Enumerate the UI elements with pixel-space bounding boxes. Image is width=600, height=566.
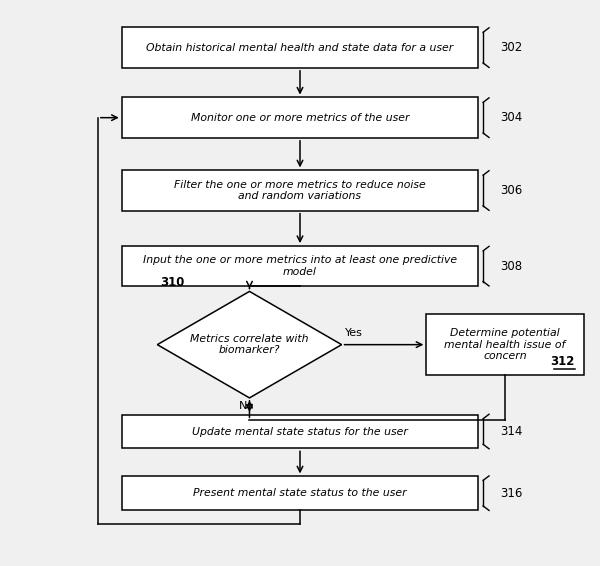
FancyBboxPatch shape — [122, 97, 478, 138]
Text: Update mental state status for the user: Update mental state status for the user — [192, 427, 408, 436]
FancyBboxPatch shape — [427, 314, 584, 375]
Polygon shape — [157, 291, 341, 398]
FancyBboxPatch shape — [122, 27, 478, 68]
Text: 308: 308 — [500, 260, 522, 273]
FancyBboxPatch shape — [122, 246, 478, 286]
Text: No: No — [239, 401, 254, 411]
Text: Metrics correlate with
biomarker?: Metrics correlate with biomarker? — [190, 334, 309, 355]
Text: Present mental state status to the user: Present mental state status to the user — [193, 488, 407, 498]
Text: 306: 306 — [500, 184, 522, 197]
Text: 302: 302 — [500, 41, 522, 54]
Text: Filter the one or more metrics to reduce noise
and random variations: Filter the one or more metrics to reduce… — [174, 180, 426, 201]
Text: 304: 304 — [500, 111, 522, 124]
Text: Obtain historical mental health and state data for a user: Obtain historical mental health and stat… — [146, 42, 454, 53]
Text: 310: 310 — [160, 276, 185, 289]
FancyBboxPatch shape — [122, 415, 478, 448]
Text: 314: 314 — [500, 425, 522, 438]
Text: 316: 316 — [500, 487, 522, 500]
FancyBboxPatch shape — [122, 477, 478, 510]
FancyBboxPatch shape — [122, 170, 478, 211]
Text: 312: 312 — [551, 355, 575, 368]
Text: Input the one or more metrics into at least one predictive
model: Input the one or more metrics into at le… — [143, 255, 457, 277]
Text: Monitor one or more metrics of the user: Monitor one or more metrics of the user — [191, 113, 409, 123]
Text: Determine potential
mental health issue of
concern: Determine potential mental health issue … — [445, 328, 566, 361]
Text: Yes: Yes — [344, 328, 362, 338]
